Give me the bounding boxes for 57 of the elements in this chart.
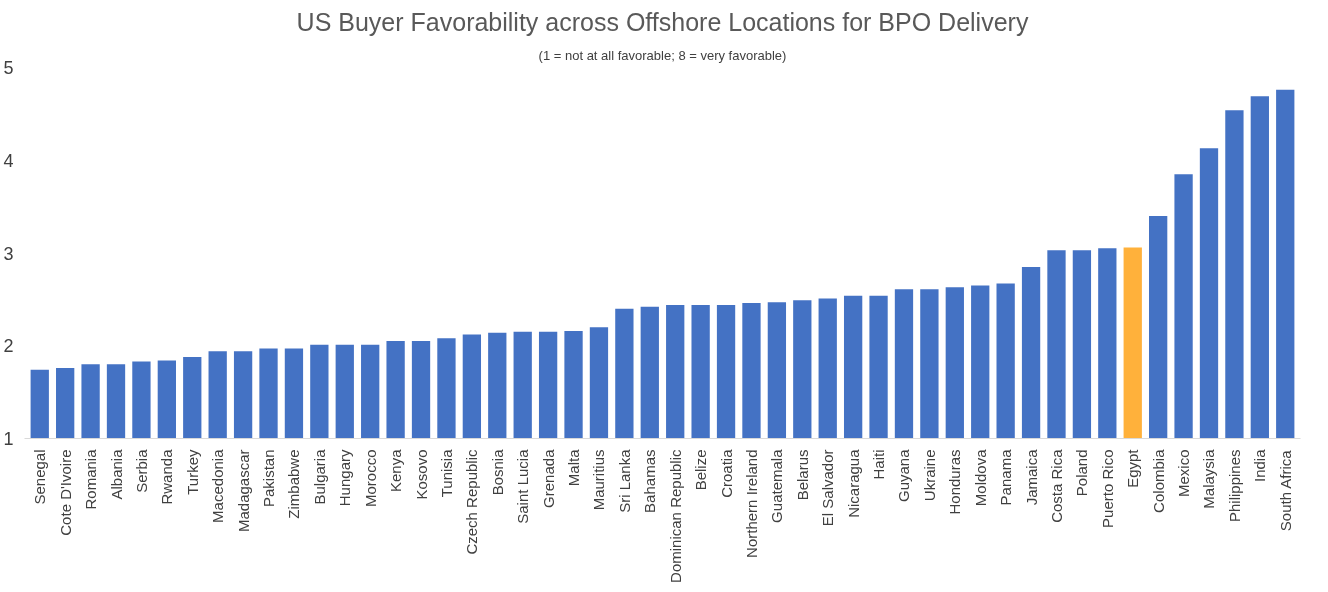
y-tick-label: 1 <box>3 429 14 449</box>
chart-title: US Buyer Favorability across Offshore Locations for BPO Delivery <box>296 7 1029 36</box>
x-tick-label: El Salvador <box>819 449 837 527</box>
x-tick-label: Philippines <box>1225 449 1243 523</box>
x-tick-label: Northern Ireland <box>742 449 760 558</box>
x-tick-label: Colombia <box>1149 448 1167 513</box>
x-tick-label: Guatemala <box>768 448 786 523</box>
x-tick-label: Kosovo <box>412 449 430 500</box>
x-tick-label: Jamaica <box>1022 448 1040 506</box>
x-tick-label: Haiti <box>870 449 888 480</box>
x-tick-label: Senegal <box>31 449 49 505</box>
x-tick-label: Bosnia <box>488 448 506 496</box>
x-tick-label: Croatia <box>717 448 735 498</box>
x-tick-label: Nicaragua <box>844 448 862 518</box>
x-tick-label: Costa Rica <box>1047 448 1065 523</box>
x-tick-label: Macedonia <box>209 448 227 523</box>
x-tick-label: Mauritius <box>590 449 608 511</box>
x-tick-label: Turkey <box>183 449 201 495</box>
x-tick-label: South Africa <box>1276 449 1294 532</box>
x-tick-label: Grenada <box>539 448 557 508</box>
x-tick-label: Egypt <box>1124 448 1142 488</box>
x-tick-label: Morocco <box>361 449 379 508</box>
y-tick-label: 4 <box>3 150 14 171</box>
x-tick-label: Belize <box>692 449 710 491</box>
x-tick-label: Rwanda <box>158 448 176 505</box>
x-tick-label: Malta <box>565 448 583 487</box>
y-tick-label: 3 <box>3 243 14 264</box>
x-tick-label: Malaysia <box>1200 448 1218 509</box>
y-tick-label: 5 <box>3 58 14 78</box>
x-tick-label: Moldova <box>971 448 989 507</box>
y-tick-label: 2 <box>3 336 14 357</box>
chart-subtitle: (1 = not at all favorable; 8 = very favorable) <box>538 47 787 63</box>
x-tick-label: Kenya <box>387 448 405 493</box>
x-tick-label: Bahamas <box>641 449 659 513</box>
x-tick-label: Cote D'Ivoire <box>56 449 74 536</box>
x-tick-label: Panama <box>997 448 1015 506</box>
x-tick-label: Pakistan <box>260 449 278 508</box>
x-tick-label: Guyana <box>895 448 913 503</box>
x-tick-label: Belarus <box>793 449 811 501</box>
x-tick-label: Czech Republic <box>463 449 481 555</box>
x-tick-label: Sri Lanka <box>615 448 633 513</box>
x-tick-label: Romania <box>82 448 100 510</box>
x-tick-label: Poland <box>1073 449 1091 497</box>
x-tick-label: Zimbabwe <box>285 449 303 519</box>
x-tick-label: Bulgaria <box>310 448 328 505</box>
x-tick-label: Madagascar <box>234 449 252 533</box>
x-tick-label: Puerto Rico <box>1098 449 1116 528</box>
x-tick-label: Ukraine <box>920 449 938 502</box>
x-tick-label: Serbia <box>132 448 150 493</box>
x-tick-label: Mexico <box>1175 449 1193 498</box>
x-tick-label: Tunisia <box>437 448 455 498</box>
x-tick-label: Dominican Republic <box>666 449 684 583</box>
x-tick-label: India <box>1251 448 1269 483</box>
x-tick-label: Albania <box>107 448 125 500</box>
x-tick-label: Honduras <box>946 449 964 515</box>
x-tick-label: Hungary <box>336 449 354 507</box>
x-tick-label: Saint Lucia <box>514 448 532 524</box>
